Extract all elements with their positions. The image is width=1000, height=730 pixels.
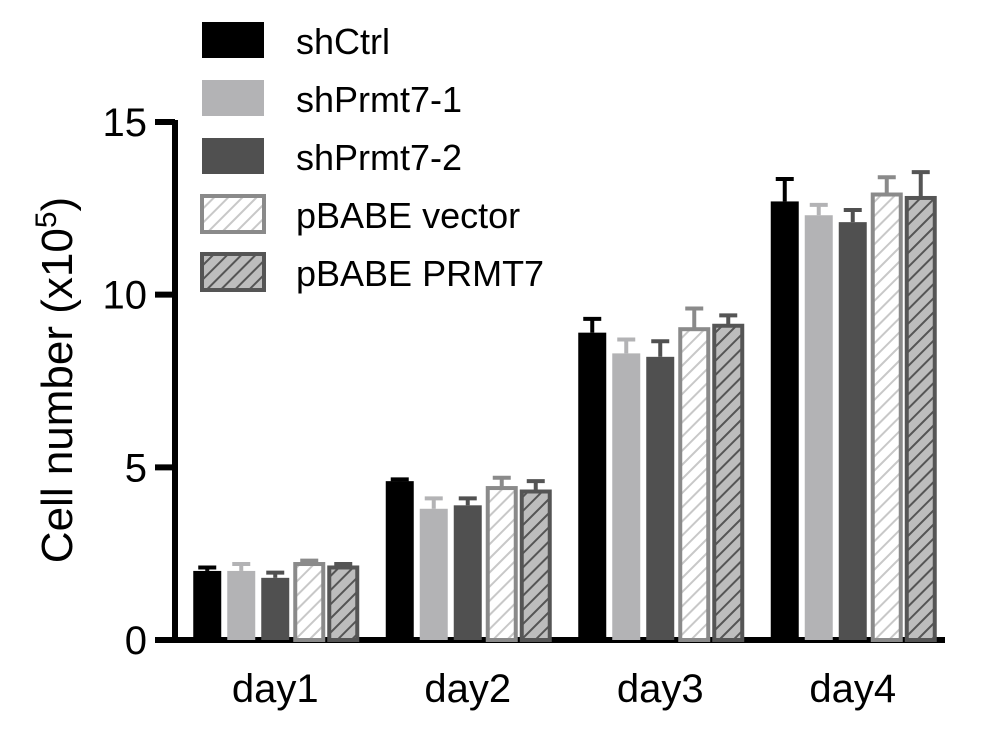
- bar: [193, 570, 222, 640]
- bar: [838, 222, 867, 640]
- x-tick-label: day1: [232, 667, 319, 711]
- y-axis-label-superscript: 5: [30, 211, 63, 228]
- bar: [519, 489, 552, 642]
- bar: [453, 505, 482, 640]
- bar: [293, 562, 326, 643]
- legend: shCtrl shPrmt7-1 shPrmt7-2 pBABE vector pBAB…: [200, 21, 544, 294]
- bar: [804, 215, 833, 641]
- bar: [646, 356, 675, 640]
- legend-label: shPrmt7-2: [296, 137, 462, 178]
- bar: [385, 481, 414, 640]
- legend-swatch: [202, 80, 264, 116]
- legend-swatch: [200, 194, 266, 234]
- legend-swatch: [200, 252, 266, 292]
- y-tick-label: 0: [125, 619, 147, 663]
- bar: [261, 577, 290, 640]
- bar: [678, 327, 711, 642]
- bar: [904, 195, 937, 642]
- legend-label: pBABE vector: [296, 195, 520, 236]
- y-ticks: 0 5 10 15: [103, 101, 175, 663]
- y-tick-label: 15: [103, 101, 148, 145]
- legend-swatch: [202, 22, 264, 58]
- y-tick-label: 5: [125, 446, 147, 490]
- error-bars: [198, 170, 930, 578]
- bars: [193, 192, 937, 643]
- x-tick-label: day3: [617, 667, 704, 711]
- bar: [485, 486, 518, 643]
- y-tick-label: 10: [103, 274, 148, 318]
- x-tick-labels: day1 day2 day3 day4: [232, 667, 896, 711]
- bar: [227, 570, 256, 640]
- bar: [578, 332, 607, 640]
- bar: [419, 508, 448, 640]
- legend-label: pBABE PRMT7: [296, 253, 544, 294]
- x-tick-label: day4: [809, 667, 896, 711]
- bar: [870, 192, 903, 643]
- legend-label: shPrmt7-1: [296, 79, 462, 120]
- y-axis-label: Cell number (x105): [30, 197, 82, 563]
- y-axis-label-close: ): [33, 197, 82, 212]
- legend-swatch: [202, 138, 264, 174]
- x-tick-label: day2: [424, 667, 511, 711]
- bar: [712, 323, 745, 642]
- y-axis-label-main: Cell number (x10: [33, 228, 82, 563]
- bar: [612, 353, 641, 640]
- legend-label: shCtrl: [296, 21, 390, 62]
- bar: [770, 201, 799, 640]
- bar: [327, 565, 360, 642]
